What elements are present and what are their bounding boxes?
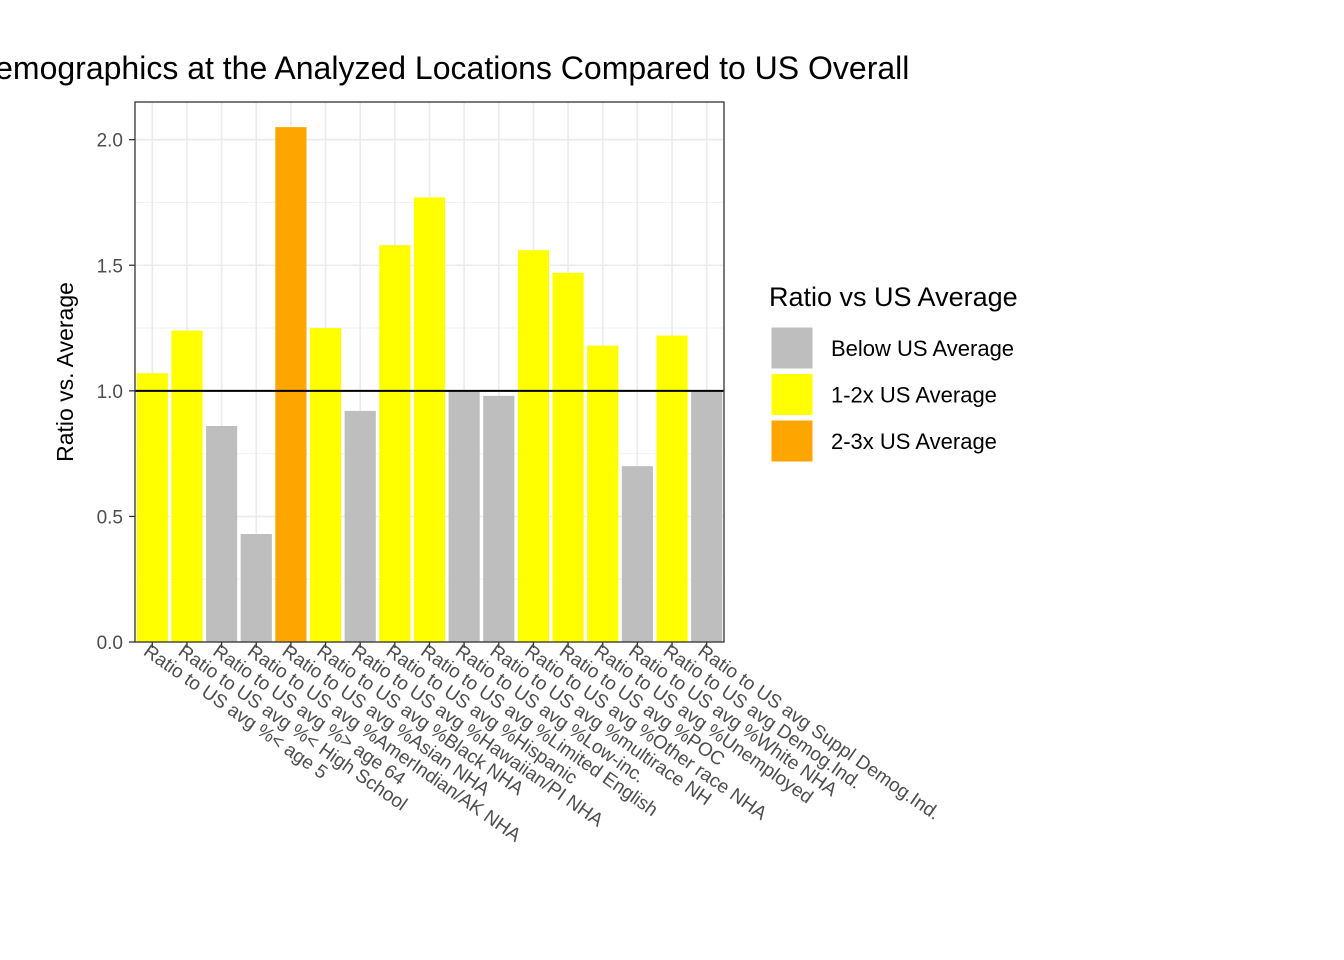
bar-9 <box>413 197 446 642</box>
legend-key-below <box>770 326 814 370</box>
bar-17 <box>691 390 723 642</box>
bar-8 <box>379 245 411 643</box>
bar-11 <box>483 395 515 642</box>
bar-1 <box>136 373 168 642</box>
legend-key-two_three <box>770 419 814 463</box>
bar-15 <box>621 466 653 642</box>
bar-14 <box>587 345 619 642</box>
y-tick-label: 0.5 <box>97 507 123 528</box>
bar-5 <box>275 127 307 643</box>
legend: Ratio vs US Average Below US Average 1-2x… <box>769 282 1018 463</box>
legend-title: Ratio vs US Average <box>769 282 1018 312</box>
legend-label-two_three: 2-3x US Average <box>831 429 997 454</box>
y-tick-label: 1.5 <box>97 256 123 277</box>
y-tick-label: 2.0 <box>97 131 123 152</box>
y-tick-label: 1.0 <box>97 382 123 403</box>
bar-7 <box>344 410 376 642</box>
bar-10 <box>448 390 480 642</box>
bar-4 <box>240 534 272 642</box>
bar-6 <box>309 328 342 642</box>
chart-title: Demographics at the Analyzed Locations C… <box>0 50 909 86</box>
legend-label-below: Below US Average <box>831 336 1014 361</box>
legend-key-one_two <box>770 373 814 416</box>
bar-12 <box>517 250 550 643</box>
bar-16 <box>656 335 688 642</box>
bar-3 <box>206 426 238 642</box>
legend-label-one_two: 1-2x US Average <box>831 383 997 408</box>
y-axis-title: Ratio vs. Average <box>52 282 78 462</box>
bar-13 <box>552 272 584 642</box>
y-tick-label: 0.0 <box>97 633 123 654</box>
bar-2 <box>171 330 203 642</box>
